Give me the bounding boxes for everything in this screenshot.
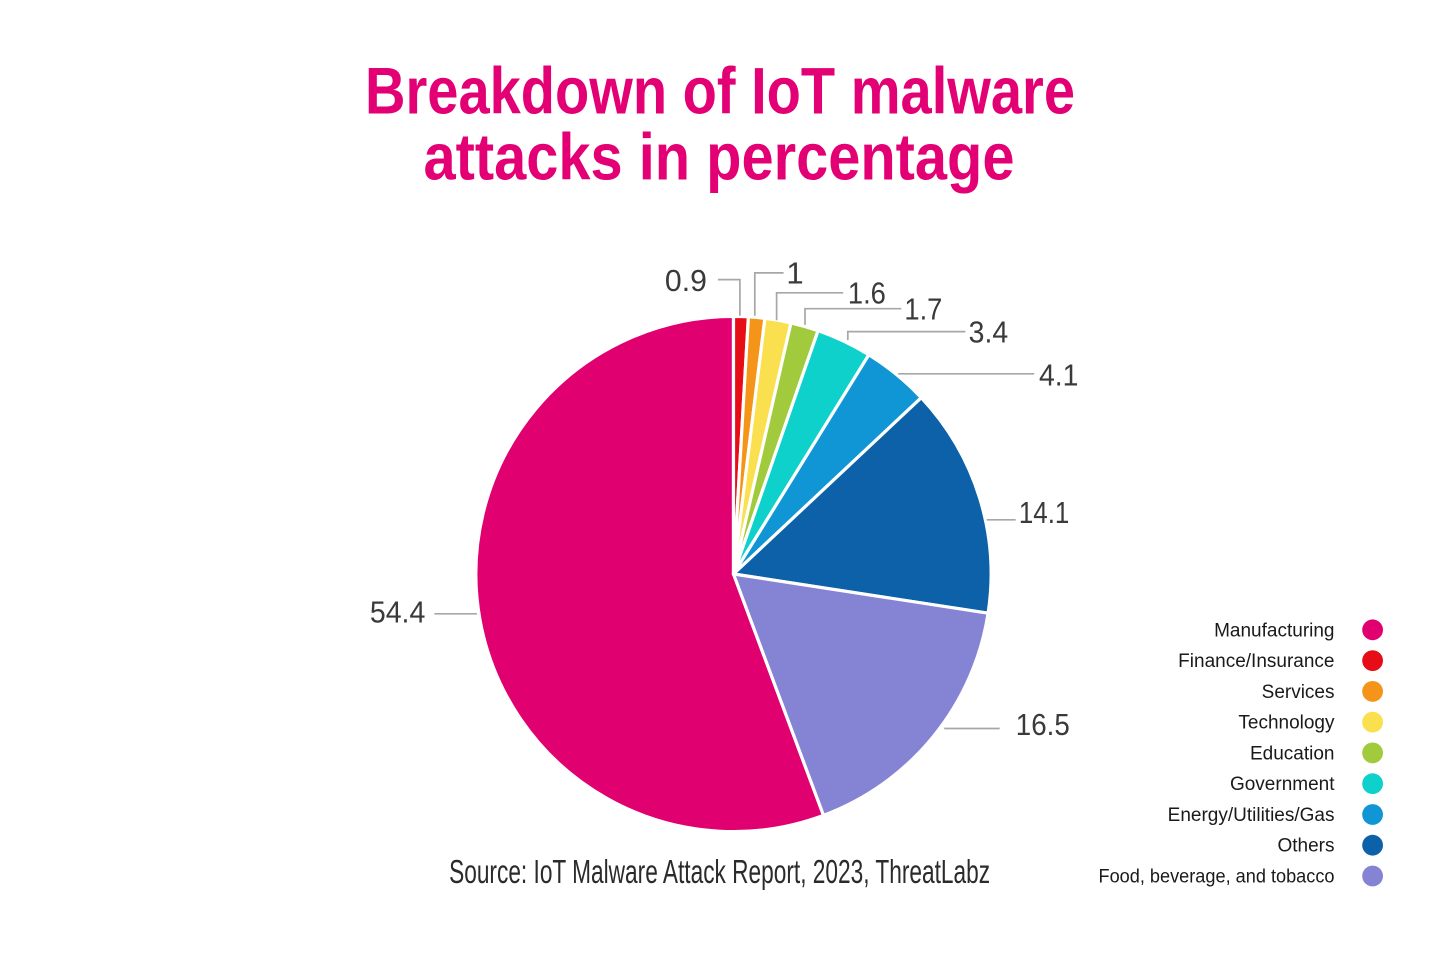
svg-text:Others: Others [1277,836,1334,857]
svg-text:Technology: Technology [1238,713,1335,734]
svg-text:1.6: 1.6 [848,276,886,311]
svg-text:1.7: 1.7 [904,292,942,327]
svg-text:Manufacturing: Manufacturing [1214,620,1334,641]
svg-text:Finance/Insurance: Finance/Insurance [1178,651,1334,672]
svg-text:16.5: 16.5 [1016,707,1070,742]
svg-text:14.1: 14.1 [1019,495,1070,530]
svg-text:Government: Government [1230,774,1335,795]
svg-text:1: 1 [786,256,803,291]
svg-text:0.9: 0.9 [665,263,707,298]
svg-text:Food, beverage, and tobacco: Food, beverage, and tobacco [1099,867,1335,888]
svg-text:3.4: 3.4 [969,315,1009,350]
svg-text:attacks in percentage: attacks in percentage [424,119,1015,193]
svg-text:Education: Education [1250,743,1335,764]
svg-text:Services: Services [1262,682,1335,703]
svg-text:54.4: 54.4 [370,594,426,629]
svg-text:Breakdown of IoT malware: Breakdown of IoT malware [365,54,1075,128]
svg-text:Source: IoT Malware Attack Rep: Source: IoT Malware Attack Report, 2023,… [449,853,990,890]
svg-text:Energy/Utilities/Gas: Energy/Utilities/Gas [1168,805,1335,826]
svg-text:4.1: 4.1 [1039,358,1079,393]
